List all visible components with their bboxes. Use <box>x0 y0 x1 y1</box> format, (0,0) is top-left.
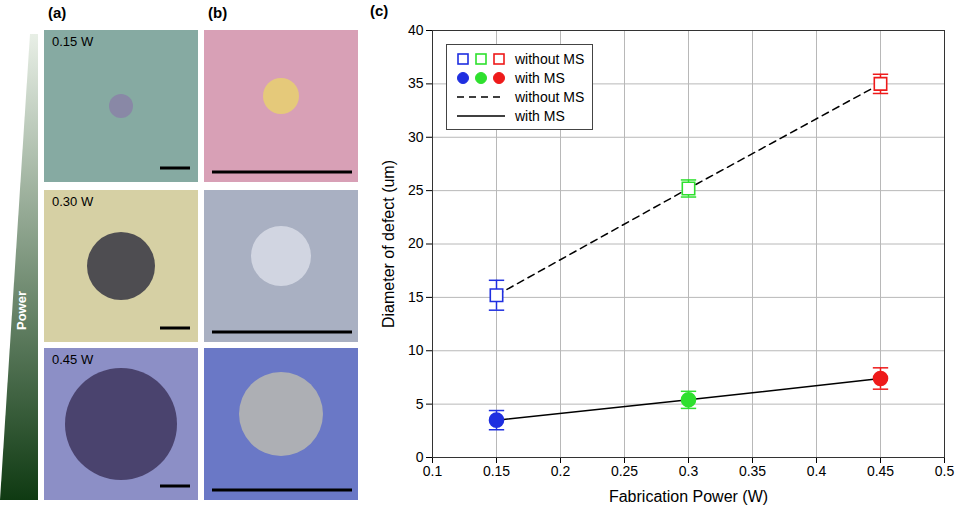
svg-text:30: 30 <box>408 129 424 145</box>
svg-text:0.2: 0.2 <box>551 463 571 479</box>
svg-text:35: 35 <box>408 75 424 91</box>
html-text:without MS: without MS <box>515 50 585 67</box>
svg-text:0.45: 0.45 <box>867 463 894 479</box>
svg-text:Diameter of defect (um): Diameter of defect (um) <box>380 160 397 328</box>
svg-text:(b): (b) <box>208 4 227 21</box>
svg-text:5: 5 <box>416 396 424 412</box>
svg-text:0.1: 0.1 <box>423 463 443 479</box>
svg-text:0.35: 0.35 <box>739 463 766 479</box>
svg-text:10: 10 <box>408 342 424 358</box>
svg-text:(a): (a) <box>48 4 66 21</box>
html-text:(c): (c) <box>370 2 389 19</box>
svg-text:0.4: 0.4 <box>807 463 827 479</box>
svg-text:0.45 W: 0.45 W <box>52 352 94 367</box>
svg-text:0.5: 0.5 <box>935 463 955 479</box>
svg-text:0.15: 0.15 <box>483 463 510 479</box>
html-text:with MS: with MS <box>515 107 565 124</box>
svg-text:Power: Power <box>14 291 29 330</box>
html-text:with MS: with MS <box>515 69 565 86</box>
svg-text:0.25: 0.25 <box>611 463 638 479</box>
svg-text:Fabrication Power (W): Fabrication Power (W) <box>609 488 768 505</box>
svg-text:0.30 W: 0.30 W <box>52 194 94 209</box>
svg-text:0.15 W: 0.15 W <box>52 34 94 49</box>
html-text:without MS: without MS <box>515 88 585 105</box>
svg-text:0: 0 <box>415 449 424 465</box>
svg-text:15: 15 <box>408 289 424 305</box>
svg-text:0.3: 0.3 <box>679 463 699 479</box>
svg-text:25: 25 <box>408 182 424 198</box>
svg-text:20: 20 <box>408 235 424 251</box>
svg-text:40: 40 <box>408 22 424 38</box>
